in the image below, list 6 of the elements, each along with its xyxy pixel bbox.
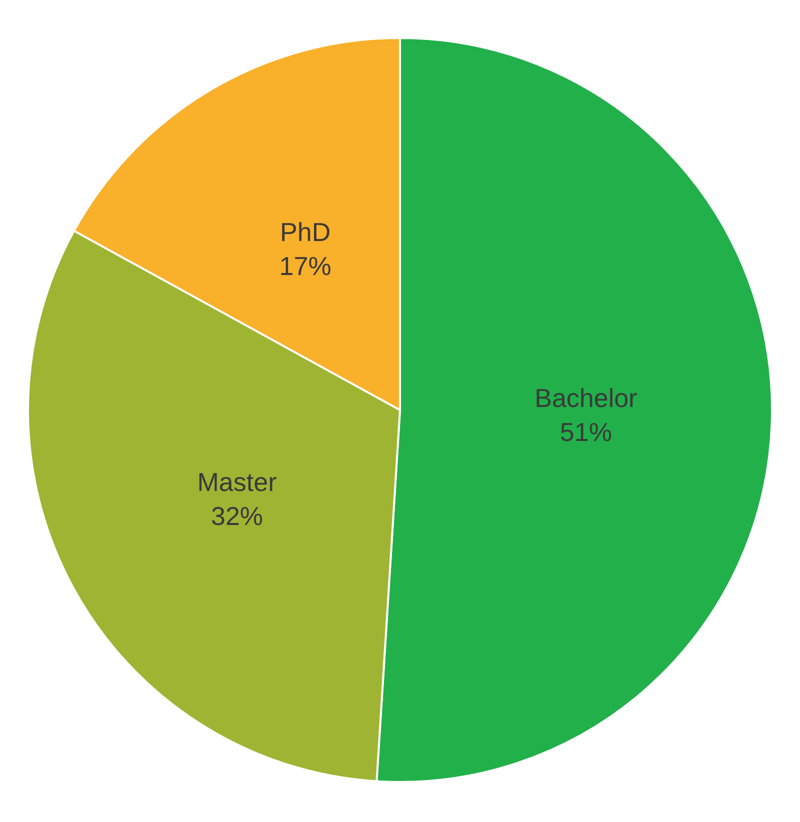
slice-label: Master [197, 466, 278, 497]
slice-label: PhD [280, 217, 331, 248]
data-label: 17% [279, 251, 332, 282]
data-label: 32% [210, 500, 264, 531]
slice-label: Bachelor [534, 383, 638, 414]
data-label: 51% [560, 417, 612, 448]
